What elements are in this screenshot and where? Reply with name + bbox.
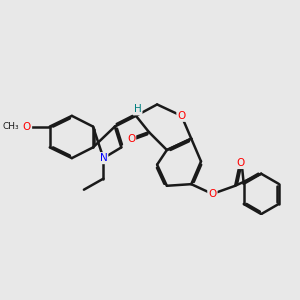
Text: CH₃: CH₃	[2, 122, 19, 131]
Text: O: O	[127, 134, 135, 144]
Text: O: O	[23, 122, 31, 132]
Text: O: O	[236, 158, 244, 168]
Text: H: H	[134, 104, 142, 114]
Text: N: N	[100, 153, 107, 163]
Text: O: O	[208, 189, 217, 199]
Text: O: O	[177, 111, 186, 121]
